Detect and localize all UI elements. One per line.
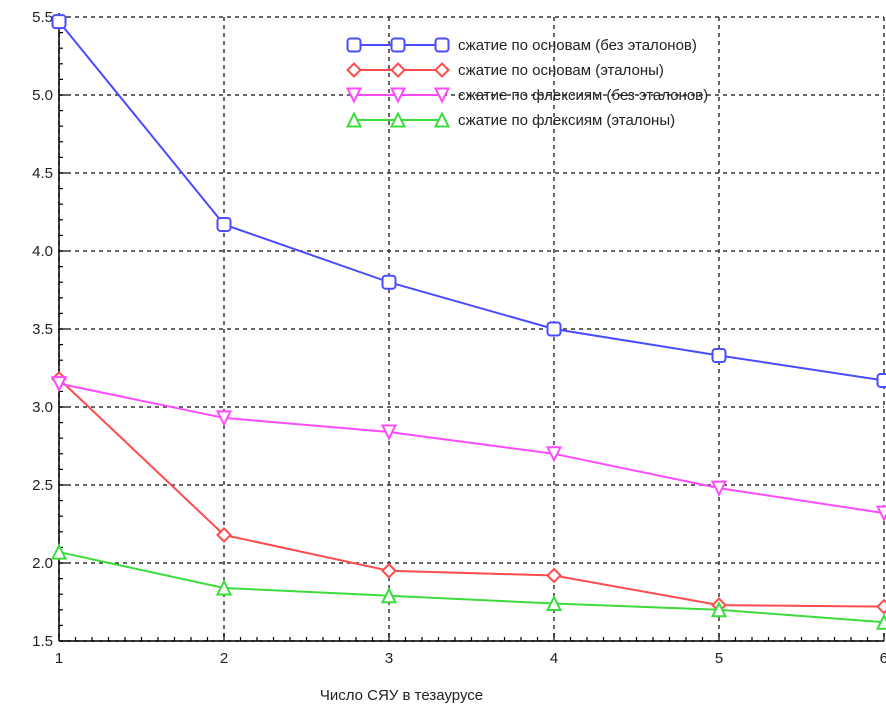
x-tick-label: 2 [220, 650, 228, 667]
marker-diamond [348, 64, 361, 77]
marker-square [218, 218, 231, 231]
y-tick-label: 2.0 [32, 555, 53, 572]
y-tick-label: 5.0 [32, 87, 53, 104]
series-group [53, 15, 886, 629]
series-line [59, 384, 884, 513]
legend-label: сжатие по основам (эталоны) [458, 62, 664, 79]
x-tick-label: 5 [715, 650, 723, 667]
legend-label: сжатие по основам (без эталонов) [458, 37, 697, 54]
y-tick-label: 1.5 [32, 633, 53, 650]
series-triangle-up [53, 546, 886, 629]
marker-square [436, 39, 449, 52]
legend-item: сжатие по основам (без эталонов) [348, 37, 697, 54]
x-tick-label: 6 [880, 650, 886, 667]
marker-diamond [436, 64, 449, 77]
legend-item: сжатие по основам (эталоны) [348, 62, 664, 79]
legend-item: сжатие по флексиям (без эталонов) [348, 87, 709, 104]
grid-lines [59, 17, 884, 641]
marker-diamond [392, 64, 405, 77]
x-tick-label: 4 [550, 650, 558, 667]
marker-square [53, 15, 66, 28]
x-axis-label: Число СЯУ в тезаурусе [320, 687, 483, 704]
series-triangle-down [53, 377, 886, 519]
axes [59, 13, 884, 641]
marker-square [878, 374, 886, 387]
y-tick-label: 4.0 [32, 243, 53, 260]
legend-item: сжатие по флексиям (эталоны) [348, 112, 676, 129]
y-tick-label: 3.5 [32, 321, 53, 338]
x-tick-label: 1 [55, 650, 63, 667]
x-axis-ticks: 1 2 3 4 5 6 [55, 633, 886, 667]
y-tick-label: 3.0 [32, 399, 53, 416]
series-line [59, 379, 884, 607]
marker-square [383, 276, 396, 289]
legend: сжатие по основам (без эталонов) сжатие п… [348, 37, 709, 129]
y-tick-label: 2.5 [32, 477, 53, 494]
marker-diamond [878, 600, 886, 613]
marker-diamond [383, 564, 396, 577]
y-tick-label: 4.5 [32, 165, 53, 182]
legend-label: сжатие по флексиям (эталоны) [458, 112, 675, 129]
marker-square [392, 39, 405, 52]
legend-label: сжатие по флексиям (без эталонов) [458, 87, 708, 104]
marker-square [348, 39, 361, 52]
y-tick-label: 5.5 [32, 9, 53, 26]
marker-diamond [548, 569, 561, 582]
marker-square [548, 323, 561, 336]
marker-square [713, 349, 726, 362]
x-tick-label: 3 [385, 650, 393, 667]
